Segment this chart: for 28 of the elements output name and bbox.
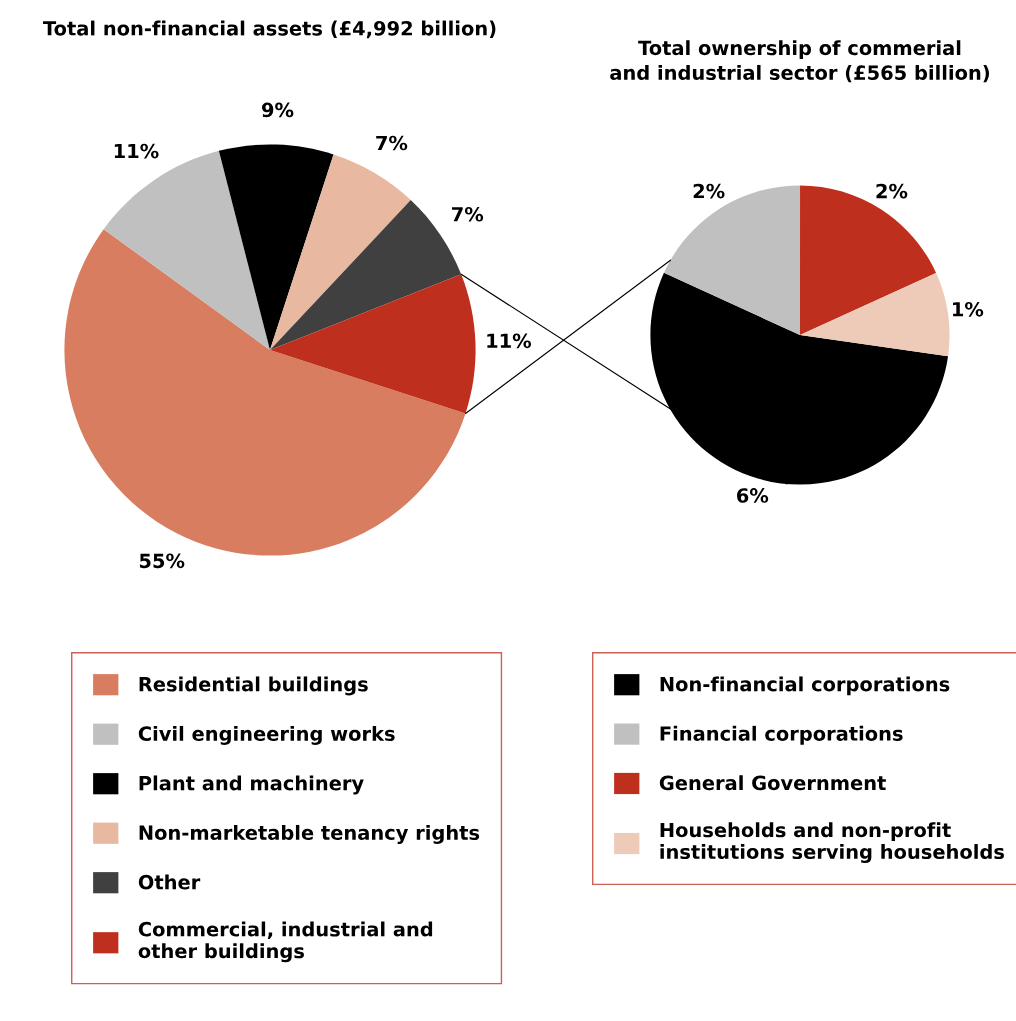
pie-slice [663,185,801,335]
legend-label: Residential buildings [139,676,368,696]
data-label: 7% [376,135,408,151]
legend-label: Commercial, industrial and other buildings [138,921,433,963]
data-label: 11% [487,333,532,349]
chart-title: Total non-financial assets (£4,992 billion) [43,20,496,39]
data-label: 2% [876,183,908,199]
legend-label: Civil engineering works [138,725,395,745]
data-label: 2% [693,183,725,199]
legend-label: Non-financial corporations [660,676,950,696]
pie-slice [270,154,411,350]
data-label: 9% [261,102,294,118]
pie-slice [800,185,937,335]
pie-slice [218,144,334,350]
data-label: 11% [114,143,159,159]
legend-label: Non-marketable tenancy rights [139,824,480,844]
data-label: 55% [139,553,185,569]
legend-label: Plant and machinery [139,775,364,795]
chart-title: Total ownership of commerial and industrial sector (£565 billion) [610,40,989,83]
pie-slice [270,274,476,414]
legend-label: Households and non-profit institutions serving households [660,822,1004,864]
legend-label: Financial corporations [660,725,903,745]
pie-slice [800,272,950,357]
data-label: 1% [953,301,984,317]
legend-label: Other [138,874,201,890]
data-label: 6% [737,488,769,503]
legend-label: General Government [659,775,886,791]
data-label: 7% [452,206,484,222]
